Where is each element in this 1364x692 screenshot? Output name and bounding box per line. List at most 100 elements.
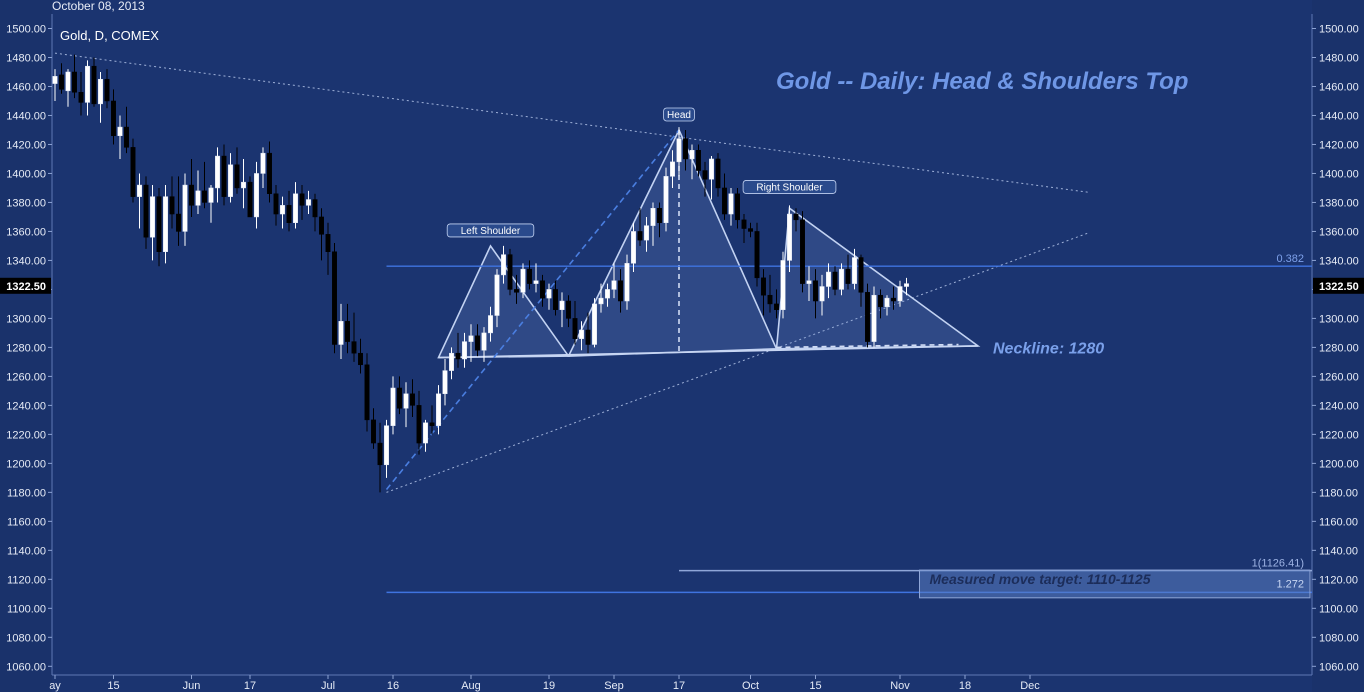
candle-body [663, 176, 669, 223]
y-tick-label-left: 1180.00 [7, 487, 46, 499]
last-price-badge-right [1313, 277, 1364, 294]
y-tick-label-right: 1340.00 [1319, 255, 1359, 267]
candle-body [72, 71, 77, 93]
candle-body [390, 387, 396, 426]
y-tick-label-right: 1240.00 [1319, 400, 1359, 412]
x-tick-label: Dec [1020, 680, 1040, 692]
left-shoulder-label-box [446, 223, 535, 238]
left-price-axis [0, 0, 52, 692]
right-shoulder-label: Right Shoulder [756, 182, 823, 193]
candle-body [52, 76, 58, 84]
y-tick-label-left: 1500.00 [6, 23, 46, 35]
head-label: Head [667, 110, 691, 121]
x-tick-label: ay [49, 680, 61, 692]
x-tick-label: 18 [959, 680, 971, 692]
candle-body [280, 205, 285, 215]
y-tick-label-left: 1280.00 [6, 342, 46, 354]
candle-body [761, 277, 766, 296]
target-box [919, 569, 1311, 599]
candle-body [143, 184, 149, 238]
candle-body [85, 65, 90, 103]
candle-body [325, 234, 331, 252]
candle-body [137, 184, 142, 197]
candle-body [176, 213, 181, 232]
y-tick-label-right: 1180.00 [1319, 487, 1358, 499]
chart-date: October 08, 2013 [52, 0, 145, 13]
candle-body [306, 199, 311, 206]
candle-body [592, 303, 597, 345]
candle-body [865, 292, 870, 342]
candle-body [728, 193, 734, 215]
candle-body [826, 271, 831, 287]
x-tick-label: Jun [183, 680, 201, 692]
candle-body [254, 173, 259, 218]
candle-body [234, 164, 240, 189]
candle-body [774, 303, 779, 310]
candle-body [273, 193, 279, 215]
candle-body [806, 280, 812, 284]
y-tick-label-right: 1120.00 [1319, 574, 1358, 586]
candle-body [793, 213, 799, 221]
candle-body [637, 231, 643, 241]
last-price-label-left: 1322.50 [6, 281, 46, 293]
x-tick-label: Oct [742, 680, 759, 692]
y-tick-label-left: 1420.00 [6, 139, 46, 151]
candle-body [468, 335, 474, 342]
candle-body [65, 71, 71, 92]
candle-body [748, 228, 753, 232]
y-tick-label-right: 1500.00 [1319, 23, 1359, 35]
last-price-badge-left [0, 277, 51, 294]
candle-body [299, 193, 305, 206]
candle-body [897, 286, 903, 302]
candle-body [631, 231, 636, 264]
fib-0382-label: 0.382 [1276, 253, 1304, 265]
y-tick-label-left: 1220.00 [6, 429, 46, 441]
y-tick-label-right: 1420.00 [1319, 139, 1359, 151]
candle-body [377, 442, 383, 466]
y-tick-label-left: 1240.00 [6, 400, 46, 412]
y-tick-label-left: 1120.00 [7, 574, 46, 586]
candle-body [156, 196, 162, 252]
right-price-axis [1312, 0, 1364, 692]
candle-body [117, 126, 123, 137]
candle-body [104, 78, 110, 102]
candle-body [624, 263, 630, 302]
y-tick-label-right: 1480.00 [1319, 52, 1359, 64]
chart-title: Gold -- Daily: Head & Shoulders Top [776, 68, 1189, 95]
candle-body [150, 196, 155, 238]
candle-body [813, 280, 818, 302]
candle-body [345, 321, 350, 342]
candle-body [436, 393, 441, 426]
y-tick-label-left: 1340.00 [6, 255, 46, 267]
y-tick-label-right: 1380.00 [1319, 197, 1359, 209]
candle-body [78, 92, 84, 103]
candle-body [91, 65, 97, 105]
candle-body [124, 126, 129, 148]
left-shoulder-label: Left Shoulder [461, 226, 521, 237]
y-tick-label-left: 1440.00 [6, 110, 46, 122]
candle-body [839, 268, 844, 290]
candle-body [689, 150, 695, 160]
candle-body [462, 341, 467, 360]
y-tick-label-left: 1480.00 [6, 52, 46, 64]
candle-body [845, 268, 851, 284]
head-label-box [663, 107, 695, 122]
candle-body [286, 205, 292, 223]
y-tick-label-left: 1300.00 [6, 313, 46, 325]
candle-body [709, 158, 714, 180]
candle-body [332, 251, 337, 345]
y-tick-label-left: 1380.00 [6, 197, 46, 209]
candle-body [650, 207, 656, 226]
candle-body [364, 364, 370, 421]
y-tick-label-right: 1060.00 [1319, 661, 1359, 673]
candle-body [397, 387, 402, 409]
candle-body [533, 280, 539, 284]
x-tick-label: 17 [244, 680, 256, 692]
candle-body [475, 335, 480, 351]
y-tick-label-right: 1300.00 [1319, 313, 1359, 325]
x-tick-label: 17 [673, 680, 685, 692]
candle-body [884, 297, 890, 308]
candle-body [221, 155, 227, 197]
